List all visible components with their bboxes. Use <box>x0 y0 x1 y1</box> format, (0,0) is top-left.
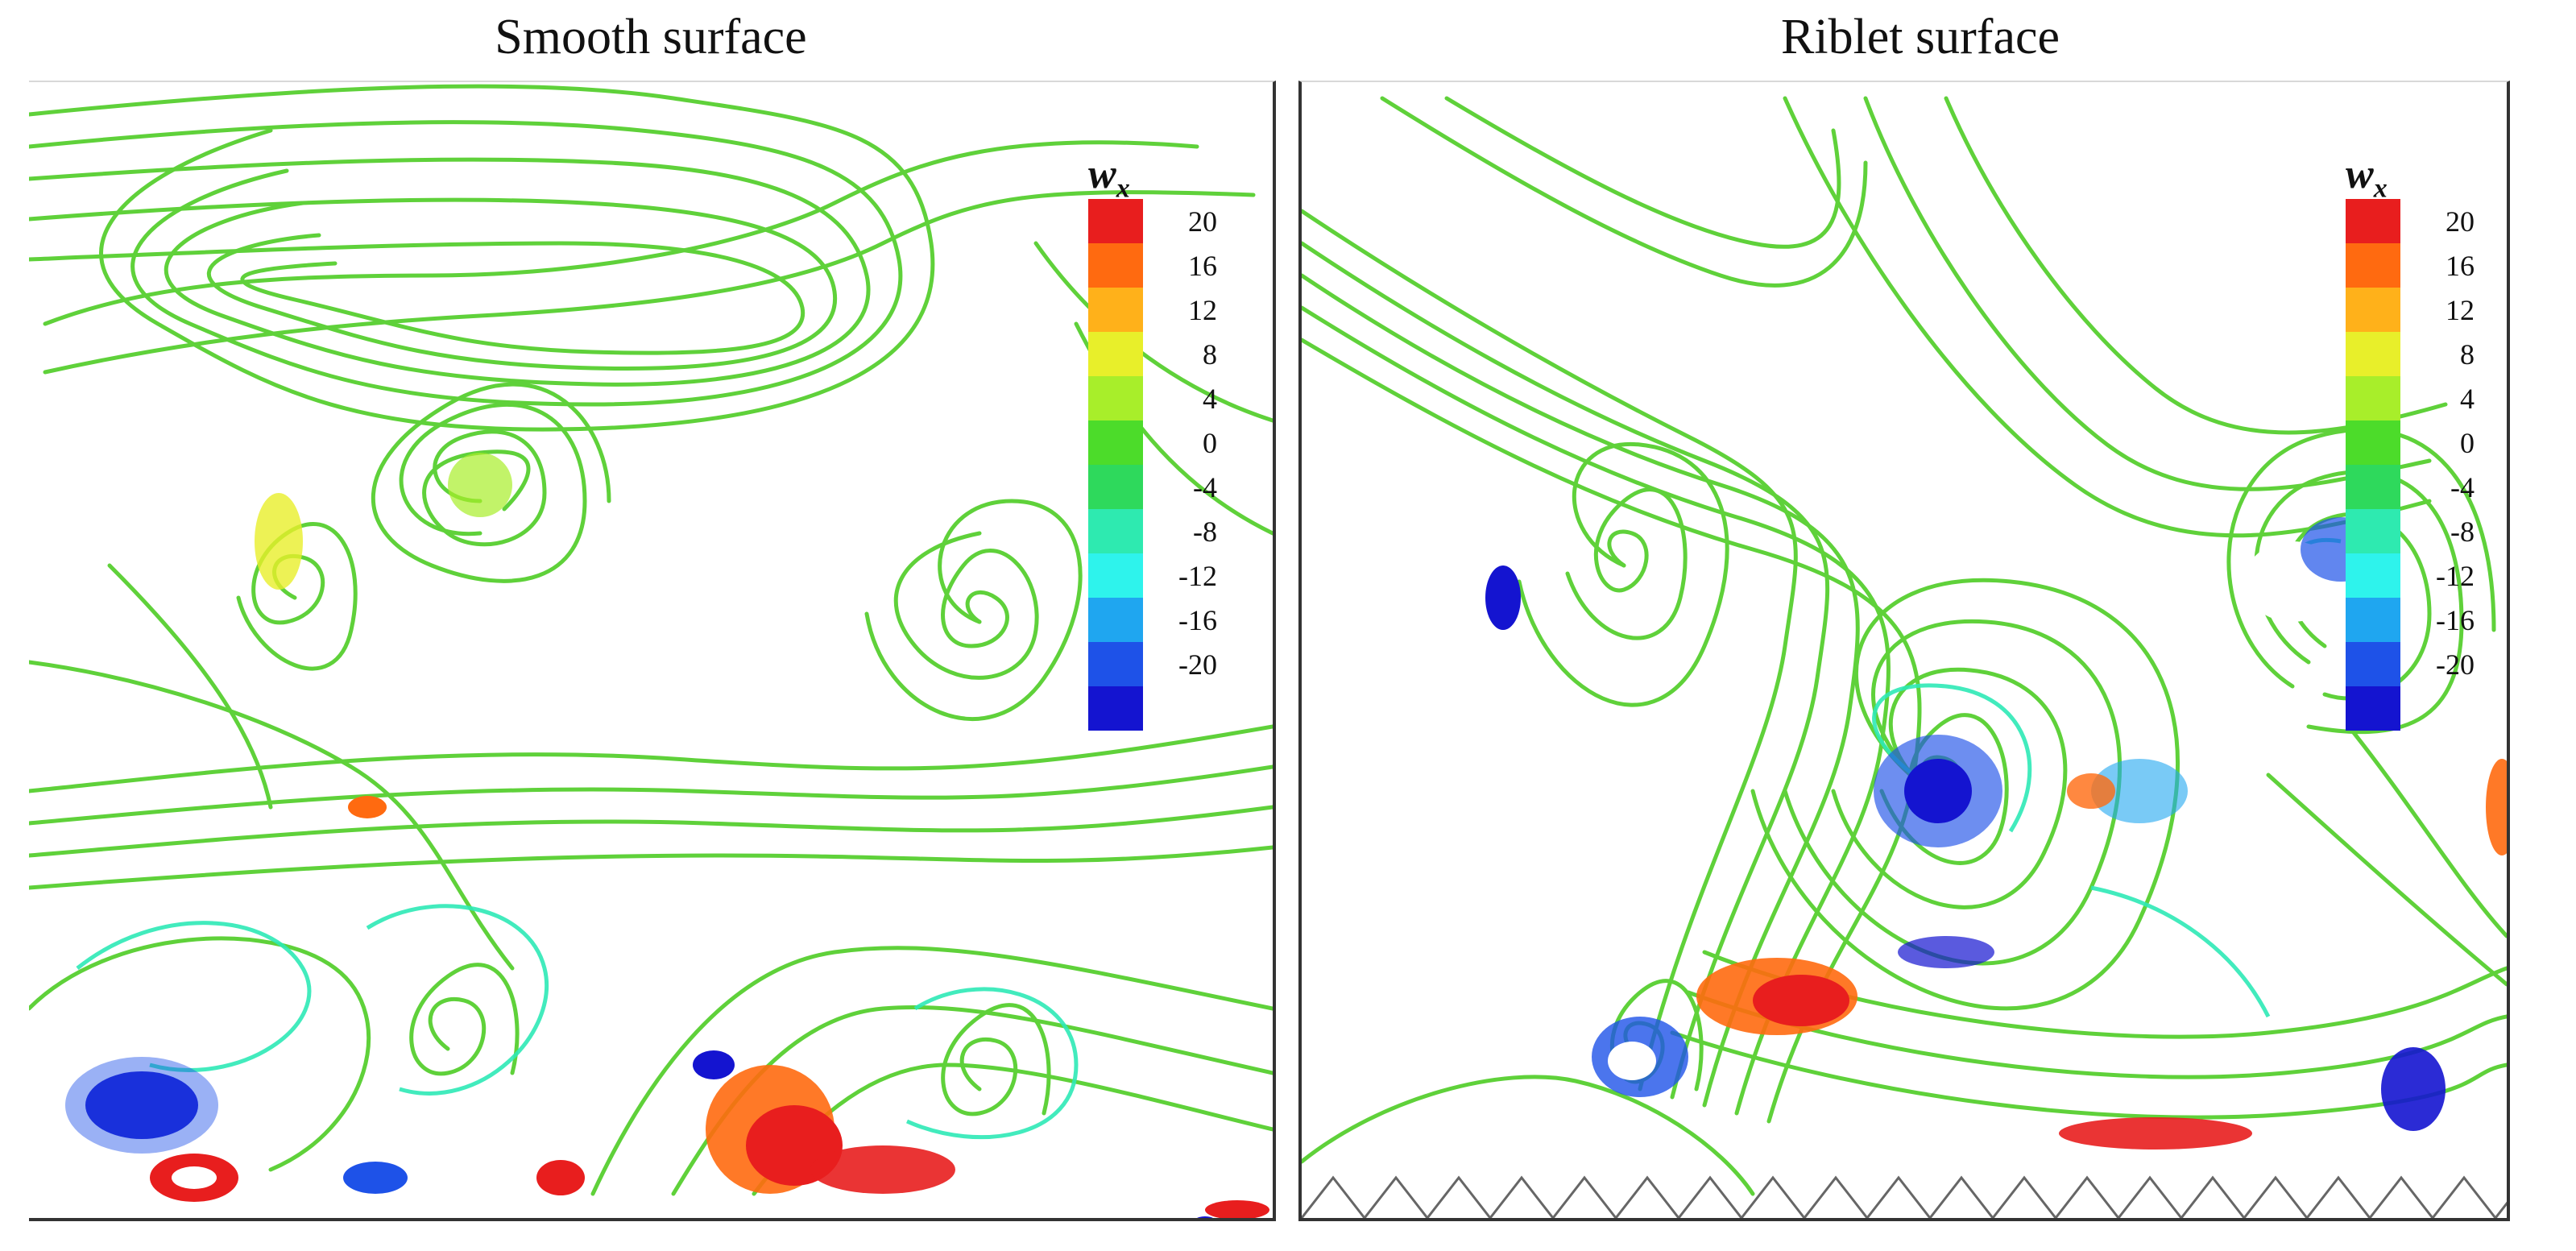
legend-swatch <box>1088 243 1143 288</box>
legend-swatch <box>1088 376 1143 420</box>
legend-tick-label: -12 <box>1178 560 1217 592</box>
legend-tick-label: 0 <box>2460 427 2475 459</box>
legend-swatch <box>2346 199 2400 243</box>
legend-swatch <box>1088 598 1143 642</box>
legend-swatch <box>1088 420 1143 465</box>
legend-tick-label: 8 <box>2460 338 2475 371</box>
legend-tick-label: -20 <box>1178 648 1217 681</box>
riblet-surface-panel: wx 20 16 12 8 4 0 -4 -8 -12 -16 -20 <box>1298 81 2510 1221</box>
legend-tick-label: 12 <box>1188 294 1217 326</box>
legend-swatch <box>2346 420 2400 465</box>
legend-swatch <box>2346 332 2400 376</box>
legend-swatch <box>2346 465 2400 509</box>
smooth-streamlines <box>29 84 1273 1218</box>
legend-swatch <box>2346 376 2400 420</box>
legend-swatch <box>2346 288 2400 332</box>
legend-tick-label: 20 <box>1188 205 1217 238</box>
legend-tick-label: -8 <box>2450 516 2475 548</box>
legend-swatch <box>1088 199 1143 243</box>
legend-swatch <box>1088 686 1143 731</box>
legend-tick-label: -12 <box>2436 560 2475 592</box>
legend-swatch <box>2346 553 2400 598</box>
legend-tick-label: -4 <box>2450 471 2475 503</box>
legend-tick-label: 4 <box>1203 383 1217 415</box>
legend-tick-label: -4 <box>1193 471 1217 503</box>
legend-swatch <box>2346 243 2400 288</box>
legend-swatch <box>1088 553 1143 598</box>
legend-swatch <box>1088 288 1143 332</box>
legend-swatch <box>1088 332 1143 376</box>
vorticity-patches-riblet <box>1485 517 2507 1150</box>
legend-tick-label: 12 <box>2446 294 2475 326</box>
smooth-surface-panel: wx 20 16 12 8 4 0 -4 -8 -12 -16 -20 <box>29 81 1276 1221</box>
legend-tick-label: -16 <box>1178 604 1217 636</box>
riblet-sawtooth <box>1302 1175 2507 1218</box>
legend-swatch <box>2346 642 2400 686</box>
legend-tick-label: -8 <box>1193 516 1217 548</box>
legend-swatch <box>1088 509 1143 553</box>
legend-tick-label: -16 <box>2436 604 2475 636</box>
legend-tick-label: 16 <box>2446 250 2475 282</box>
color-legend-riblet: wx 20 16 12 8 4 0 -4 -8 -12 -16 -20 <box>2346 151 2475 731</box>
legend-tick-label: 0 <box>1203 427 1217 459</box>
riblet-surface-title: Riblet surface <box>1780 10 2060 64</box>
vorticity-patches-smooth <box>65 453 1269 1218</box>
legend-swatch <box>2346 509 2400 553</box>
smooth-surface-title: Smooth surface <box>495 10 807 64</box>
legend-swatch <box>2346 598 2400 642</box>
legend-tick-label: 4 <box>2460 383 2475 415</box>
legend-tick-label: 16 <box>1188 250 1217 282</box>
legend-tick-label: 8 <box>1203 338 1217 371</box>
legend-title-riblet: wx <box>2346 151 2388 204</box>
legend-title-smooth: wx <box>1088 151 1130 204</box>
color-legend-smooth: wx 20 16 12 8 4 0 -4 -8 -12 -16 -20 <box>1088 151 1217 731</box>
legend-tick-label: 20 <box>2446 205 2475 238</box>
legend-swatch <box>1088 642 1143 686</box>
riblet-streamlines <box>1302 96 2507 1218</box>
legend-tick-label: -20 <box>2436 648 2475 681</box>
legend-swatch <box>2346 686 2400 731</box>
legend-swatch <box>1088 465 1143 509</box>
